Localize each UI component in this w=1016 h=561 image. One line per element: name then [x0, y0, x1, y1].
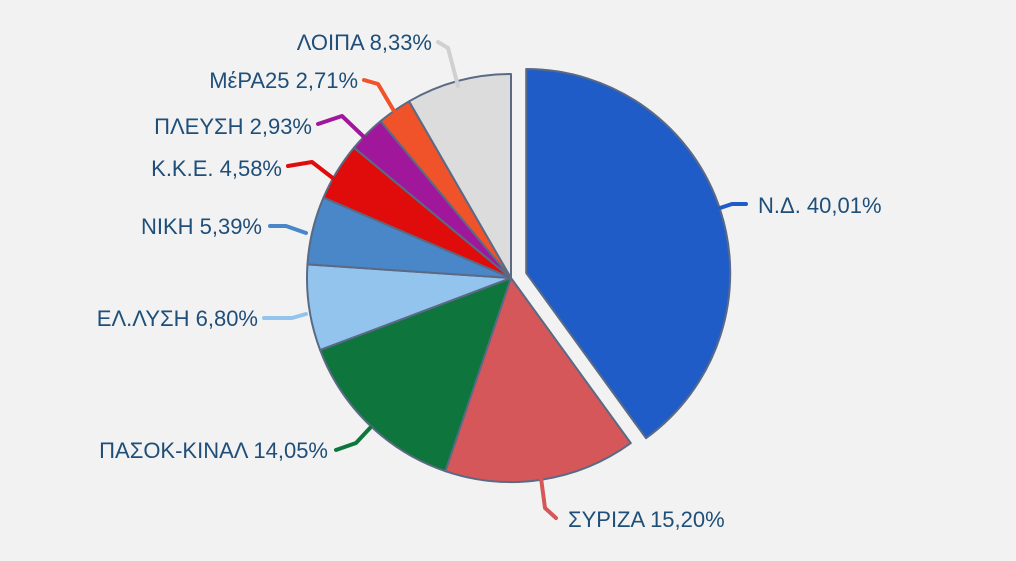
leader-line-5 [268, 224, 308, 235]
leader-line-6 [286, 160, 336, 181]
data-label-4: ΕΛ.ΛΥΣΗ 6,80% [97, 306, 258, 331]
leader-line-9 [436, 40, 460, 88]
pie-slice-3 [319, 277, 512, 473]
pie-slices [306, 68, 732, 483]
data-label-2: ΣΥΡΙΖΑ 15,20% [568, 507, 725, 532]
data-label-5: ΝΙΚΗ 5,39% [141, 214, 262, 239]
leader-line-3 [334, 426, 372, 452]
leader-line-1 [718, 202, 748, 210]
leader-line-7 [316, 114, 366, 139]
leader-line-4 [262, 312, 308, 320]
pie-slice-1 [525, 68, 732, 440]
data-label-1: Ν.Δ. 40,01% [758, 193, 882, 218]
data-label-7: ΠΛΕΥΣΗ 2,93% [154, 114, 312, 139]
data-label-3: ΠΑΣΟΚ-ΚΙΝΑΛ 14,05% [99, 438, 328, 463]
data-label-8: ΜέΡΑ25 2,71% [209, 68, 358, 93]
data-label-6: Κ.Κ.Ε. 4,58% [151, 156, 282, 181]
data-label-9: ΛΟΙΠΑ 8,33% [297, 30, 432, 55]
leader-line-8 [362, 78, 396, 113]
leader-line-2 [539, 476, 558, 520]
pie-labels: Ν.Δ. 40,01% ΣΥΡΙΖΑ 15,20% ΠΑΣΟΚ-ΚΙΝΑΛ 14,0… [97, 30, 882, 532]
